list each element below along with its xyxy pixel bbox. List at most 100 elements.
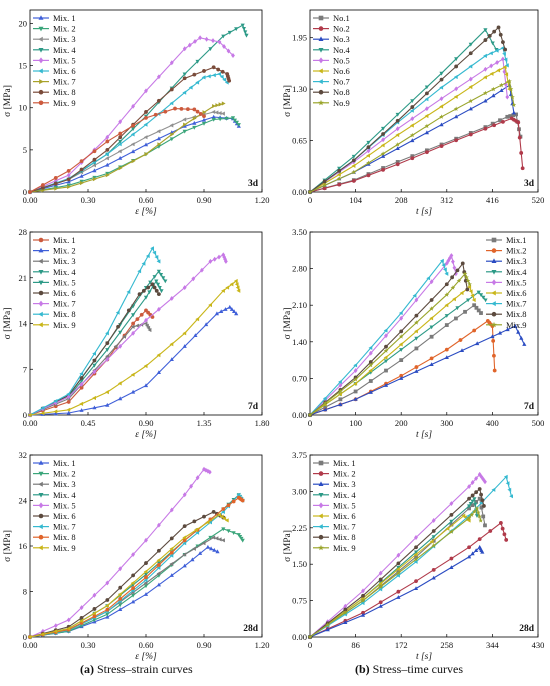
data-point <box>187 42 192 48</box>
data-point <box>468 106 473 111</box>
data-point <box>338 402 343 407</box>
data-point <box>192 72 197 77</box>
data-point <box>505 327 510 332</box>
data-point <box>424 130 429 135</box>
data-point <box>221 111 225 116</box>
y-tick-label: 0 <box>23 632 27 642</box>
x-tick-label: 520 <box>532 195 545 205</box>
data-point <box>470 503 475 508</box>
y-tick-label: 0.00 <box>292 410 307 420</box>
data-point <box>156 563 161 567</box>
data-point <box>398 311 403 316</box>
data-point <box>478 518 484 523</box>
data-point <box>454 114 459 119</box>
data-point <box>351 169 357 175</box>
data-point <box>202 514 206 519</box>
legend-marker <box>318 57 324 64</box>
data-point <box>444 271 449 276</box>
data-point <box>218 102 223 107</box>
data-point <box>384 368 388 373</box>
data-point <box>153 112 158 117</box>
data-point <box>214 536 219 541</box>
x-tick-label: 0.30 <box>81 195 96 205</box>
data-point <box>185 107 190 112</box>
data-point <box>444 292 450 297</box>
data-point <box>490 41 495 46</box>
series-mix-6 <box>28 282 161 417</box>
data-point <box>454 64 459 69</box>
data-point <box>481 514 486 519</box>
data-point <box>456 278 462 283</box>
data-point <box>147 327 152 333</box>
data-point <box>511 113 516 118</box>
data-point <box>79 371 84 376</box>
series-mix-9 <box>27 278 241 418</box>
data-point <box>513 323 518 328</box>
data-point <box>381 126 386 131</box>
data-point <box>182 124 187 128</box>
legend-marker <box>39 79 44 85</box>
data-point <box>182 524 187 528</box>
data-point <box>470 499 475 504</box>
caption-b-text: Stress–time curves <box>369 662 463 676</box>
data-point <box>414 579 418 584</box>
data-point <box>131 586 136 590</box>
x-tick-label: 0.60 <box>139 640 154 650</box>
data-point <box>378 600 383 605</box>
legend-marker <box>491 301 496 307</box>
data-point <box>215 549 220 554</box>
data-point <box>383 348 389 353</box>
data-point <box>92 351 96 356</box>
data-point <box>338 382 343 388</box>
legend-marker <box>38 290 44 296</box>
data-point <box>143 363 148 369</box>
legend-label: Mix. 7 <box>53 77 76 87</box>
data-point <box>497 330 503 335</box>
data-point <box>118 135 123 140</box>
legend-label: No.1 <box>333 13 350 23</box>
legend-marker <box>318 513 323 519</box>
legend-label: No.3 <box>333 34 350 44</box>
data-point <box>378 577 383 582</box>
data-point <box>221 101 226 106</box>
data-point <box>131 149 136 154</box>
data-point <box>79 174 84 178</box>
data-point <box>429 356 434 361</box>
legend-marker <box>38 280 44 286</box>
data-point <box>454 57 459 62</box>
x-tick-label: 312 <box>440 195 453 205</box>
data-point <box>322 400 328 406</box>
data-point <box>323 405 328 410</box>
data-point <box>474 476 478 481</box>
series-mix-7 <box>307 258 449 418</box>
data-point <box>202 69 206 73</box>
age-tag: 3d <box>248 179 259 189</box>
data-point <box>366 173 371 178</box>
data-point <box>135 317 140 322</box>
data-point <box>398 342 403 347</box>
data-point <box>453 74 458 80</box>
data-point <box>66 392 71 397</box>
x-tick-label: 208 <box>395 195 408 205</box>
data-point <box>353 381 358 386</box>
series-line <box>29 37 234 193</box>
data-point <box>156 558 161 563</box>
caption-b: (b) Stress–time curves <box>355 662 463 677</box>
series-mix-1 <box>308 303 483 417</box>
data-point <box>226 48 231 54</box>
age-tag: 7d <box>524 402 535 412</box>
data-point <box>225 285 230 290</box>
data-point <box>115 310 120 315</box>
data-point <box>467 506 471 511</box>
data-point <box>201 541 206 546</box>
data-point <box>361 610 365 615</box>
y-tick-label: 0.65 <box>292 136 307 146</box>
y-tick-label: 1.40 <box>292 337 307 347</box>
legend-label: Mix.4 <box>506 267 527 277</box>
data-point <box>169 123 174 128</box>
data-point <box>217 71 221 77</box>
data-point <box>468 502 473 506</box>
data-point <box>449 529 454 534</box>
series-line <box>29 528 244 638</box>
data-point <box>483 53 487 58</box>
